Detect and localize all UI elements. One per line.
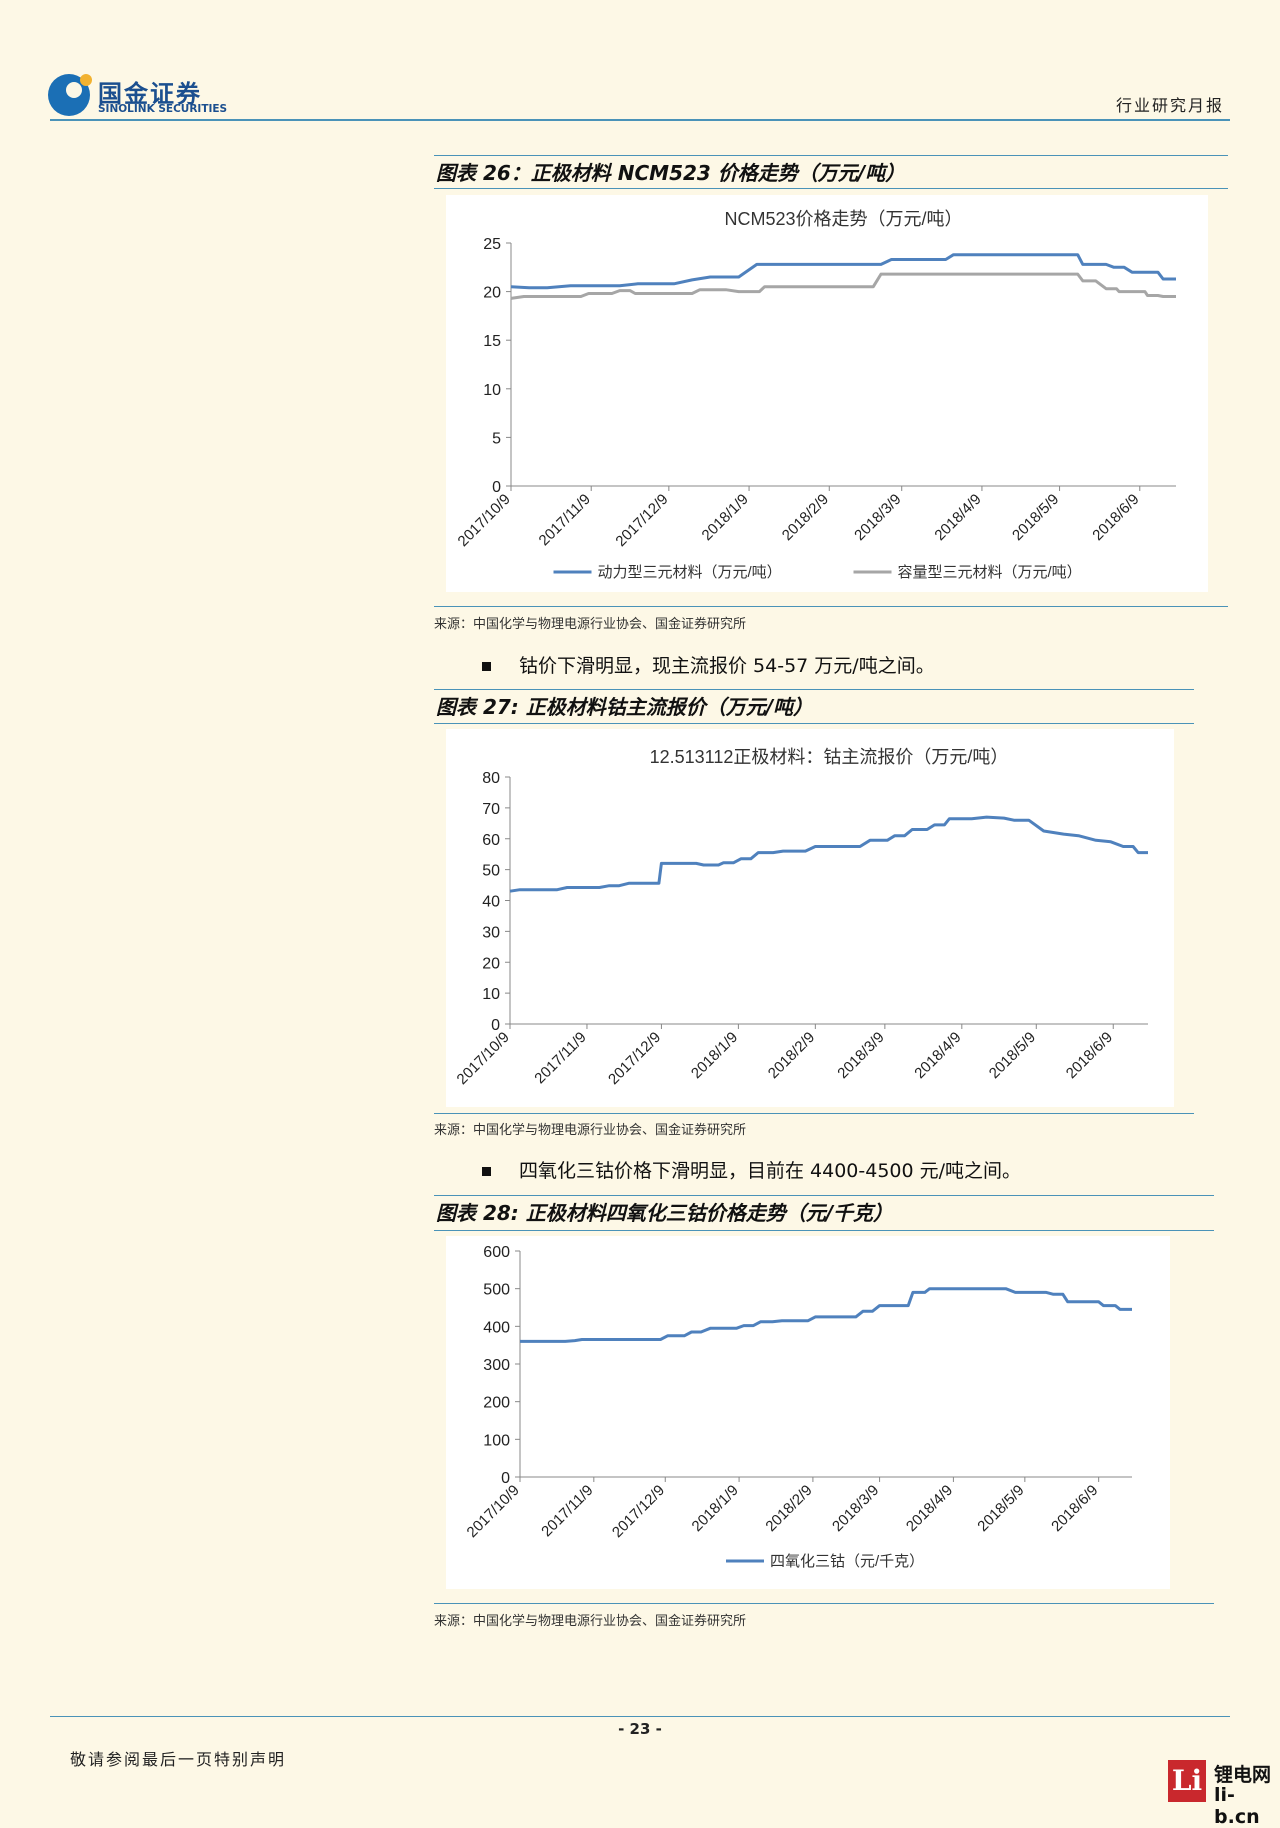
- bullet-square-icon: [482, 1167, 491, 1176]
- x-tick-label: 2018/1/9: [699, 491, 752, 544]
- y-tick-label: 20: [483, 285, 501, 302]
- series-line-1: [509, 815, 1148, 893]
- series-line-1: [520, 1287, 1132, 1343]
- footer-rule: [50, 1716, 1230, 1717]
- x-tick-label: 2018/2/9: [762, 1482, 815, 1535]
- x-tick-label: 2017/12/9: [609, 1482, 668, 1541]
- x-tick-label: 2017/10/9: [455, 491, 514, 550]
- x-tick-label: 2017/10/9: [454, 1029, 513, 1088]
- y-tick-label: 0: [491, 1017, 500, 1034]
- x-tick-label: 2017/12/9: [612, 491, 671, 550]
- figure-27-bottom-rule: [434, 1113, 1194, 1114]
- y-tick-label: 10: [482, 986, 500, 1003]
- ncm523-price-chart: NCM523价格走势（万元/吨） 0 5 10 15 20 25 2017/10/9 2017/…: [455, 209, 1176, 581]
- x-tick-label: 2017/11/9: [531, 1029, 589, 1087]
- y-tick-label: 200: [483, 1395, 510, 1412]
- x-tick-label: 2018/6/9: [1048, 1482, 1101, 1535]
- chart-title: NCM523价格走势（万元/吨）: [724, 209, 962, 229]
- watermark-logo-icon: Li: [1168, 1760, 1206, 1802]
- y-tick-label: 100: [483, 1432, 510, 1449]
- x-tick-label: 2017/11/9: [538, 1482, 596, 1540]
- figure-26-source: 来源：中国化学与物理电源行业协会、国金证券研究所: [434, 617, 747, 632]
- disclaimer-note: 敬请参阅最后一页特别声明: [70, 1750, 287, 1769]
- y-tick-label: 15: [483, 333, 501, 350]
- x-tick-label: 2018/3/9: [851, 491, 904, 544]
- y-tick-label: 70: [482, 801, 500, 818]
- y-tick-label: 50: [482, 863, 500, 880]
- y-tick-label: 500: [483, 1282, 510, 1299]
- x-tick-label: 2018/4/9: [931, 491, 984, 544]
- x-tick-label: 2018/5/9: [986, 1029, 1039, 1082]
- header-rule: [50, 119, 1230, 121]
- series-line-2: [510, 272, 1176, 300]
- figure-27-top-rule: [434, 689, 1194, 690]
- x-tick-label: 2018/6/9: [1063, 1029, 1116, 1082]
- bullet-text: 钴价下滑明显，现主流报价 54-57 万元/吨之间。: [519, 655, 935, 677]
- figure-27-caption-rule: [434, 723, 1194, 724]
- x-tick-label: 2018/5/9: [1009, 491, 1062, 544]
- figure-28-top-rule: [434, 1195, 1214, 1196]
- watermark-logo-text: Li: [1171, 1764, 1203, 1797]
- y-tick-label: 25: [483, 236, 501, 253]
- y-tick-label: 20: [482, 955, 500, 972]
- x-tick-label: 2018/1/9: [688, 1029, 741, 1082]
- figure-27-source: 来源：中国化学与物理电源行业协会、国金证券研究所: [434, 1123, 747, 1138]
- x-tick-label: 2018/3/9: [829, 1482, 882, 1535]
- x-tick-label: 2018/1/9: [689, 1482, 742, 1535]
- x-tick-label: 2017/11/9: [536, 491, 594, 549]
- y-tick-label: 80: [482, 770, 500, 787]
- figure-28-caption-rule: [434, 1230, 1214, 1231]
- y-tick-label: 40: [482, 894, 500, 911]
- logo-accent-dot: [80, 74, 92, 86]
- figure-27-caption: 图表 27: 正极材料钴主流报价（万元/吨）: [436, 695, 814, 719]
- y-tick-label: 10: [483, 382, 501, 399]
- bullet-cobalt-price: 钴价下滑明显，现主流报价 54-57 万元/吨之间。: [482, 651, 935, 678]
- y-tick-label: 300: [483, 1357, 510, 1374]
- y-tick-label: 30: [482, 924, 500, 941]
- x-tick-label: 2017/12/9: [605, 1029, 664, 1088]
- watermark-url: li-b.cn: [1214, 1784, 1260, 1828]
- figure-28-chart-panel: 0 100 200 300 400 500 600 2017/10/9 2017/11/9 201…: [446, 1236, 1170, 1589]
- y-tick-label: 0: [501, 1470, 510, 1487]
- legend-label: 容量型三元材料（万元/吨）: [898, 564, 1082, 581]
- watermark-name: 锂电网: [1214, 1764, 1272, 1786]
- figure-27-chart-panel: 12.513112正极材料：钴主流报价（万元/吨） 0 10 20 30 40 50 60 70…: [446, 729, 1174, 1107]
- y-tick-label: 0: [492, 479, 501, 496]
- company-name-en: SINOLINK SECURITIES: [98, 103, 228, 115]
- figure-28-bottom-rule: [434, 1603, 1214, 1604]
- chart-title: 12.513112正极材料：钴主流报价（万元/吨）: [650, 747, 1009, 767]
- figure-26-caption: 图表 26：正极材料 NCM523 价格走势（万元/吨）: [436, 161, 906, 185]
- y-tick-label: 600: [483, 1244, 510, 1261]
- page-number: - 23 -: [618, 1720, 662, 1738]
- figure-28-source: 来源：中国化学与物理电源行业协会、国金证券研究所: [434, 1614, 747, 1629]
- report-type: 行业研究月报: [1115, 96, 1224, 115]
- x-tick-label: 2018/3/9: [834, 1029, 887, 1082]
- y-tick-label: 5: [492, 430, 501, 447]
- figure-26-caption-rule: [434, 188, 1228, 189]
- y-tick-label: 400: [483, 1319, 510, 1336]
- bullet-square-icon: [482, 662, 491, 671]
- x-tick-label: 2018/2/9: [779, 491, 832, 544]
- legend-label: 四氧化三钴（元/千克）: [770, 1553, 924, 1570]
- x-tick-label: 2018/5/9: [974, 1482, 1027, 1535]
- x-tick-label: 2017/10/9: [464, 1482, 523, 1541]
- bullet-cobalt-oxide-price: 四氧化三钴价格下滑明显，目前在 4400-4500 元/吨之间。: [482, 1156, 1021, 1183]
- figure-26-bottom-rule: [434, 606, 1228, 607]
- figure-26-top-rule: [434, 155, 1228, 156]
- figure-26-chart-panel: NCM523价格走势（万元/吨） 0 5 10 15 20 25 2017/10/9 2017/…: [446, 195, 1208, 592]
- cobalt-price-chart: 12.513112正极材料：钴主流报价（万元/吨） 0 10 20 30 40 50 60 70…: [454, 747, 1148, 1088]
- x-tick-label: 2018/4/9: [903, 1482, 956, 1535]
- company-name-cn: 国金证券: [98, 80, 202, 108]
- legend-label: 动力型三元材料（万元/吨）: [598, 564, 782, 581]
- bullet-text: 四氧化三钴价格下滑明显，目前在 4400-4500 元/吨之间。: [519, 1160, 1022, 1182]
- x-tick-label: 2018/6/9: [1089, 491, 1142, 544]
- x-tick-label: 2018/4/9: [911, 1029, 964, 1082]
- y-tick-label: 60: [482, 832, 500, 849]
- x-tick-label: 2018/2/9: [765, 1029, 818, 1082]
- series-line-1: [510, 253, 1176, 290]
- figure-28-caption: 图表 28: 正极材料四氧化三钴价格走势（元/千克）: [436, 1201, 894, 1225]
